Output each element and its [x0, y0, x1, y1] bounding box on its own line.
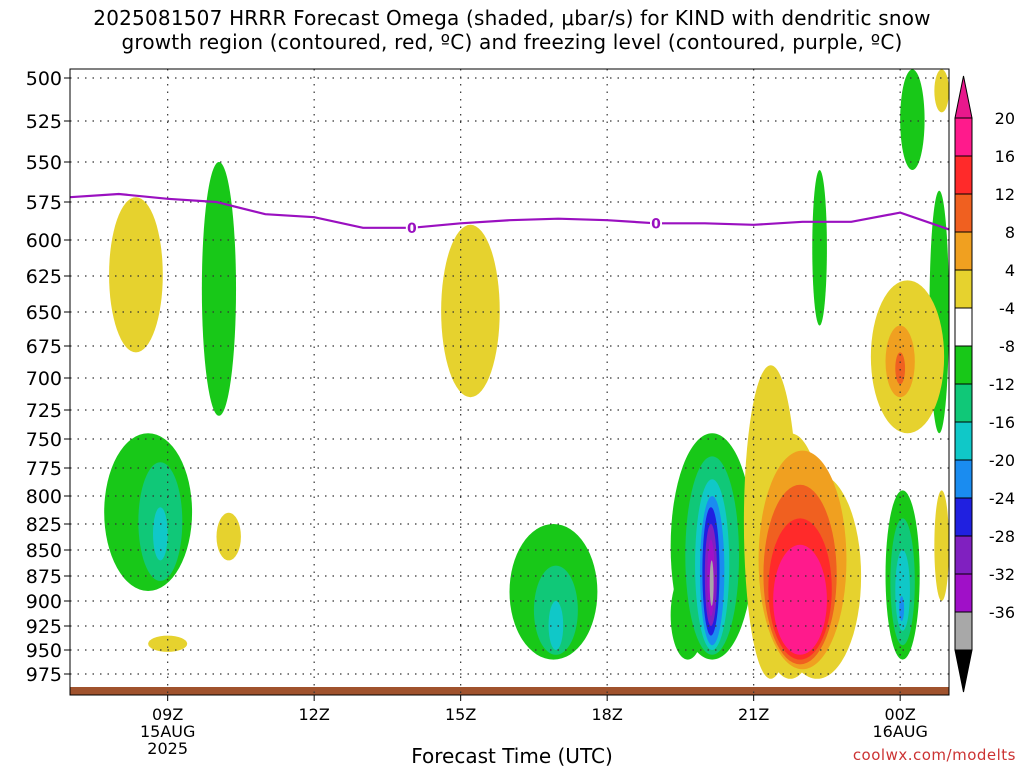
y-tick-label-850: 850 [26, 540, 62, 562]
colorbar: 20 16 12 8 4 -4 -8 -12 -16 -20 -24 -28 -32 -36 [954, 75, 1015, 693]
y-tick-label-750: 750 [26, 429, 62, 451]
freezing-level-line [70, 192, 949, 231]
x-tick-label-00Z-0: 00Z [885, 705, 916, 724]
y-tick-label-875: 875 [26, 566, 62, 588]
y-tick-label-800: 800 [26, 486, 62, 508]
omega-region-3 [812, 170, 827, 326]
freezing-label-1: 0 [651, 216, 661, 232]
y-tick-label-650: 650 [26, 302, 62, 324]
x-tick-label-18Z-0: 18Z [592, 705, 623, 724]
credit-text: coolwx.com/modelts [852, 746, 1016, 764]
colorbar-band-12 [954, 573, 973, 613]
y-tick-label-975: 975 [26, 664, 62, 686]
chart-title-line-1: 2025081507 HRRR Forecast Omega (shaded, … [93, 6, 931, 30]
colorbar-band-8 [954, 421, 973, 461]
y-tick-label-725: 725 [26, 400, 62, 422]
omega-region-0 [109, 197, 163, 353]
colorbar-label-12: -32 [989, 565, 1015, 584]
plot-frame [69, 68, 950, 696]
colorbar-label-10: -24 [989, 489, 1015, 508]
x-tick-label-09Z-2: 2025 [147, 739, 188, 758]
y-tick-label-525: 525 [26, 111, 62, 133]
x-tick-label-09Z-0: 09Z [152, 705, 183, 724]
y-tick-label-500: 500 [26, 68, 62, 90]
colorbar-band-6 [954, 345, 973, 385]
colorbar-label-2: 12 [995, 185, 1015, 204]
x-tick-label-00Z-1: 16AUG [872, 722, 927, 741]
x-tick-label-09Z-1: 15AUG [140, 722, 195, 741]
omega-region-4 [900, 69, 925, 170]
omega-region-1 [201, 162, 237, 416]
colorbar-label-8: -16 [989, 413, 1015, 432]
colorbar-band-5 [954, 307, 973, 347]
colorbar-band-0 [954, 117, 973, 157]
omega-region-38 [934, 490, 949, 601]
omega-region-12 [153, 507, 168, 561]
colorbar-label-13: -36 [989, 603, 1015, 622]
x-tick-label-12Z-0: 12Z [299, 705, 330, 724]
colorbar-bottom-cap [954, 649, 973, 693]
colorbar-label-1: 16 [995, 147, 1015, 166]
colorbar-band-1 [954, 155, 973, 195]
omega-region-33 [773, 544, 827, 655]
colorbar-label-7: -12 [989, 375, 1015, 394]
x-axis-title: Forecast Time (UTC) [411, 744, 613, 768]
colorbar-label-11: -28 [989, 527, 1015, 546]
y-tick-label-900: 900 [26, 591, 62, 613]
x-tick-label-21Z-0: 21Z [738, 705, 769, 724]
omega-region-2 [441, 224, 500, 398]
y-tick-label-775: 775 [26, 458, 62, 480]
colorbar-band-4 [954, 269, 973, 309]
y-tick-label-825: 825 [26, 514, 62, 536]
colorbar-band-9 [954, 459, 973, 499]
y-tick-label-575: 575 [26, 192, 62, 214]
colorbar-label-9: -20 [989, 451, 1015, 470]
colorbar-band-2 [954, 193, 973, 233]
surface-strip [70, 687, 949, 695]
chart-title-line-2: growth region (contoured, red, ºC) and f… [121, 30, 903, 54]
chart-title: 2025081507 HRRR Forecast Omega (shaded, … [0, 6, 1024, 54]
y-tick-label-600: 600 [26, 230, 62, 252]
y-tick-label-950: 950 [26, 640, 62, 662]
y-axis: 500 525 550 575 600 625 650 675 700 725 750 775 800 8… [26, 68, 70, 686]
colorbar-band-10 [954, 497, 973, 537]
colorbar-label-6: -8 [999, 337, 1015, 356]
y-tick-label-675: 675 [26, 336, 62, 358]
omega-region-9 [895, 352, 906, 385]
y-tick-label-550: 550 [26, 152, 62, 174]
colorbar-label-5: -4 [999, 299, 1015, 318]
omega-shading [104, 69, 949, 679]
omega-region-14 [148, 635, 188, 652]
colorbar-band-11 [954, 535, 973, 575]
freezing-label-bg-0 [405, 219, 418, 236]
x-tick-label-15Z-0: 15Z [445, 705, 476, 724]
colorbar-label-4: 4 [1005, 261, 1015, 280]
omega-region-36 [895, 550, 910, 631]
colorbar-band-13 [954, 611, 973, 651]
surface-ground [70, 687, 949, 695]
omega-region-5 [934, 69, 949, 113]
colorbar-band-7 [954, 383, 973, 423]
omega-region-26 [709, 560, 714, 606]
freezing-label-0: 0 [407, 221, 417, 237]
colorbar-label-0: 20 [995, 109, 1015, 128]
omega-region-17 [548, 601, 564, 650]
y-tick-label-700: 700 [26, 368, 62, 390]
omega-region-13 [216, 512, 241, 561]
y-tick-label-625: 625 [26, 266, 62, 288]
colorbar-label-3: 8 [1005, 223, 1015, 242]
colorbar-band-3 [954, 231, 973, 271]
y-tick-label-925: 925 [26, 616, 62, 638]
colorbar-top-cap [954, 75, 973, 119]
freezing-label-bg-1 [650, 215, 662, 232]
